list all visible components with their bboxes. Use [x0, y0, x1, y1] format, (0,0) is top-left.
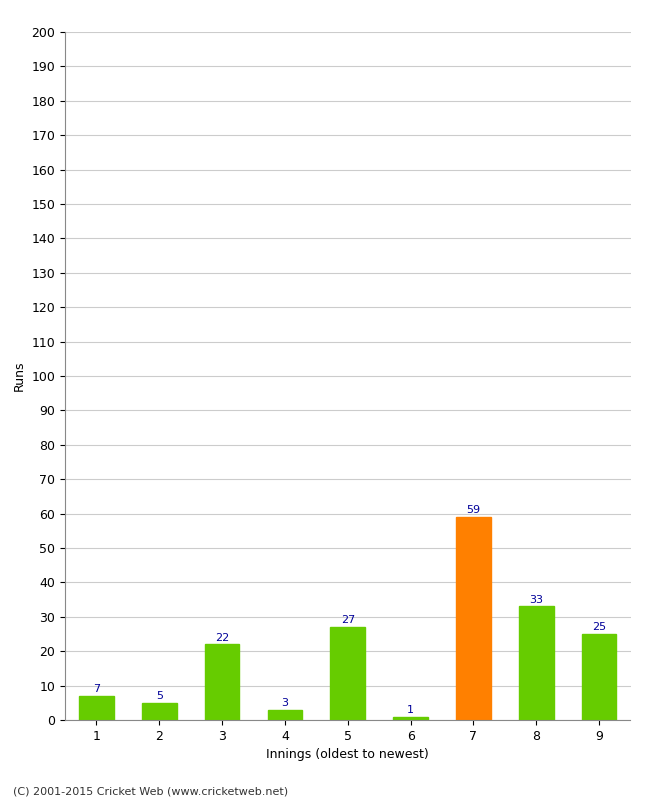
Bar	[393, 717, 428, 720]
Bar	[268, 710, 302, 720]
Bar	[142, 702, 177, 720]
Bar	[205, 644, 239, 720]
Text: 3: 3	[281, 698, 289, 708]
Text: 27: 27	[341, 615, 355, 626]
Text: 25: 25	[592, 622, 606, 632]
Y-axis label: Runs: Runs	[13, 361, 26, 391]
Text: 1: 1	[407, 705, 414, 715]
Text: (C) 2001-2015 Cricket Web (www.cricketweb.net): (C) 2001-2015 Cricket Web (www.cricketwe…	[13, 786, 288, 796]
Bar	[519, 606, 554, 720]
Bar	[456, 517, 491, 720]
X-axis label: Innings (oldest to newest): Innings (oldest to newest)	[266, 748, 429, 762]
Text: 7: 7	[93, 684, 100, 694]
Bar	[330, 627, 365, 720]
Bar	[79, 696, 114, 720]
Text: 5: 5	[156, 691, 162, 701]
Text: 33: 33	[529, 594, 543, 605]
Bar	[582, 634, 616, 720]
Text: 59: 59	[466, 506, 480, 515]
Text: 22: 22	[215, 633, 229, 642]
